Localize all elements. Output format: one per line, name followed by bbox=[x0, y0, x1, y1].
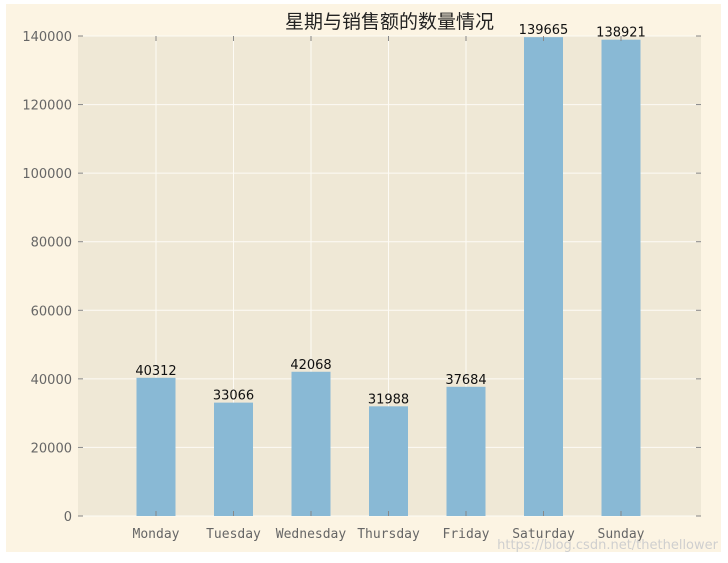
x-tick-label: Thursday bbox=[357, 527, 420, 542]
y-tick-label: 120000 bbox=[22, 99, 72, 114]
y-tick-label: 60000 bbox=[31, 304, 72, 319]
bars bbox=[136, 37, 641, 517]
data-label: 139665 bbox=[519, 23, 569, 38]
chart-figure: 40312 33066 42068 31988 37684 139665 138921 0 2… bbox=[6, 4, 721, 552]
y-tick-label: 80000 bbox=[31, 236, 72, 251]
x-tick-label: Saturday bbox=[512, 527, 575, 542]
y-tick-label: 40000 bbox=[31, 373, 72, 388]
bar-saturday bbox=[524, 37, 563, 517]
x-tick-label: Sunday bbox=[598, 527, 645, 542]
bar-sunday bbox=[601, 39, 641, 516]
y-tick-label: 100000 bbox=[22, 167, 72, 182]
data-labels: 40312 33066 42068 31988 37684 139665 138921 bbox=[135, 23, 646, 407]
bar-wednesday bbox=[291, 371, 331, 516]
x-tick-label: Friday bbox=[443, 527, 490, 542]
data-label: 33066 bbox=[213, 389, 254, 404]
y-tick-label: 0 bbox=[64, 510, 72, 525]
x-tick-label: Wednesday bbox=[276, 527, 347, 542]
x-tick-label: Monday bbox=[133, 527, 180, 542]
bar-thursday bbox=[369, 406, 408, 516]
data-label: 40312 bbox=[135, 364, 176, 379]
bar-monday bbox=[136, 377, 176, 516]
chart-title: 星期与销售额的数量情况 bbox=[285, 11, 494, 33]
watermark-text: https://blog.csdn.net/thethellower bbox=[497, 538, 719, 552]
data-label: 138921 bbox=[596, 26, 646, 41]
data-label: 37684 bbox=[445, 373, 486, 388]
x-axis-ticks: Monday Tuesday Wednesday Thursday Friday Satu… bbox=[133, 36, 645, 542]
bar-tuesday bbox=[214, 402, 253, 516]
y-tick-label: 20000 bbox=[31, 441, 72, 456]
y-tick-label: 140000 bbox=[22, 30, 72, 45]
y-axis-ticks: 0 20000 40000 60000 80000 100000 120000 140000 bbox=[22, 30, 701, 525]
bar-chart: 40312 33066 42068 31988 37684 139665 138921 0 2… bbox=[22, 11, 719, 552]
x-tick-label: Tuesday bbox=[206, 527, 261, 542]
bar-friday bbox=[446, 386, 486, 516]
data-label: 42068 bbox=[290, 358, 331, 373]
data-label: 31988 bbox=[368, 392, 409, 407]
